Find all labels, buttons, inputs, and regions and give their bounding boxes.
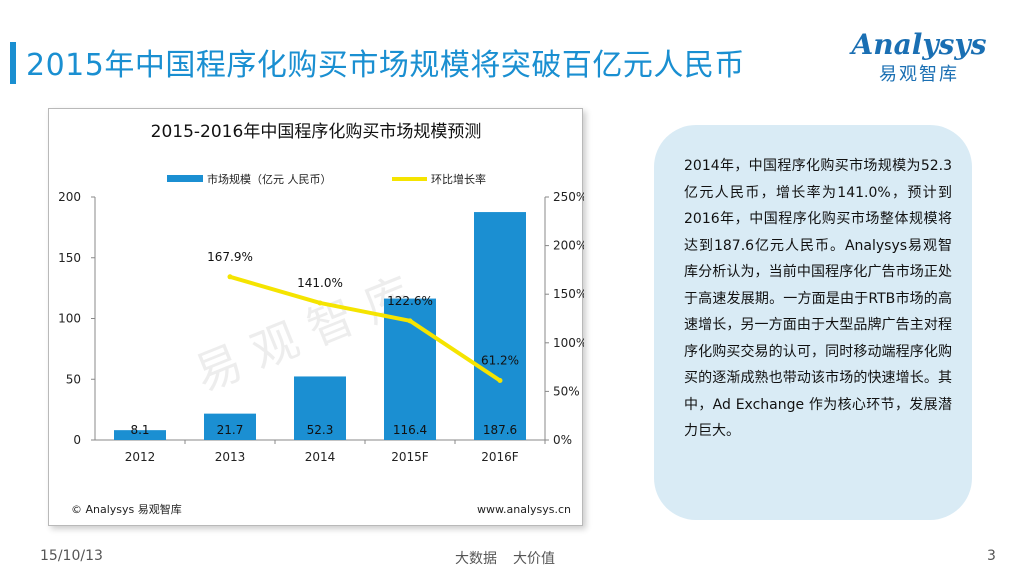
page-number: 3: [987, 548, 996, 564]
y-right-tick-label: 250%: [553, 190, 584, 204]
x-tick-label: 2012: [125, 450, 156, 464]
legend-bar-label: 市场规模（亿元 人民币）: [207, 172, 332, 186]
page-title: 2015年中国程序化购买市场规模将突破百亿元人民币: [26, 48, 745, 83]
y-left-tick-label: 150: [58, 251, 81, 265]
growth-rate-line: [228, 274, 502, 383]
logo-wordmark: Analysys: [851, 28, 987, 61]
y-left-tick-label: 200: [58, 190, 81, 204]
growth-rate-point: [407, 318, 413, 324]
y-left-tick-label: 50: [66, 372, 81, 386]
x-tick-label: 2015F: [391, 450, 429, 464]
footer-slogan-a: 大数据: [455, 551, 497, 567]
x-tick-label: 2014: [305, 450, 336, 464]
analysis-text: 2014年，中国程序化购买市场规模为52.3亿元人民币，增长率为141.0%，预…: [684, 158, 952, 439]
growth-rate-label: 61.2%: [481, 354, 519, 368]
y-right-tick-label: 50%: [553, 384, 580, 398]
growth-rate-point: [317, 300, 323, 306]
growth-rate-point: [227, 274, 233, 280]
growth-rate-label: 167.9%: [207, 250, 253, 264]
analysis-panel: 2014年，中国程序化购买市场规模为52.3亿元人民币，增长率为141.0%，预…: [654, 125, 972, 520]
footer-slogan: 大数据 大价值: [455, 548, 571, 568]
title-accent-bar: [10, 42, 16, 84]
footer-date: 15/10/13: [40, 548, 103, 564]
y-right-tick-label: 0%: [553, 433, 572, 447]
growth-rate-point: [497, 378, 503, 384]
footer-slogan-b: 大价值: [513, 551, 555, 567]
y-right-tick-label: 150%: [553, 287, 584, 301]
analysys-logo: Analysys 易观智库: [844, 30, 994, 86]
chart-card: 易 观 智 库 2015-2016年中国程序化购买市场规模预测 市场规模（亿元 人民…: [48, 108, 584, 526]
x-tick-label: 2016F: [481, 450, 519, 464]
y-right-tick-label: 100%: [553, 336, 584, 350]
chart-title: 2015-2016年中国程序化购买市场规模预测: [151, 122, 482, 142]
chart-source: © Analysys 易观智库: [71, 502, 182, 516]
bar-value-label: 21.7: [217, 423, 244, 437]
bar-value-label: 116.4: [393, 423, 427, 437]
legend-line-label: 环比增长率: [431, 172, 486, 186]
y-left-tick-label: 0: [73, 433, 81, 447]
y-right-tick-label: 200%: [553, 239, 584, 253]
bar: [114, 430, 166, 440]
growth-rate-label: 141.0%: [297, 276, 343, 290]
bar-value-label: 187.6: [483, 423, 517, 437]
logo-subtitle: 易观智库: [879, 64, 959, 85]
bar-value-label: 52.3: [307, 423, 334, 437]
legend-bar-swatch: [167, 175, 203, 182]
chart-url: www.analysys.cn: [477, 503, 571, 516]
growth-rate-label: 122.6%: [387, 294, 433, 308]
bar: [294, 376, 346, 440]
x-tick-label: 2013: [215, 450, 246, 464]
bar: [474, 212, 526, 440]
y-left-tick-label: 100: [58, 312, 81, 326]
bar-value-label: 8.1: [130, 423, 149, 437]
bar: [204, 413, 256, 440]
